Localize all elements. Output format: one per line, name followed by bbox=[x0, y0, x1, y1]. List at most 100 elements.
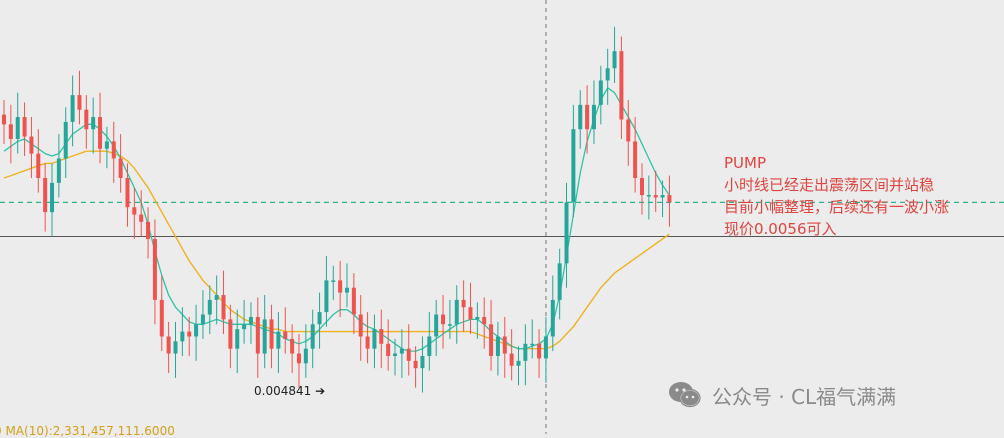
candle-up bbox=[646, 195, 651, 197]
candle-up bbox=[516, 360, 521, 366]
candle-down bbox=[290, 338, 295, 354]
candle-up bbox=[70, 95, 75, 122]
wechat-icon bbox=[669, 382, 701, 408]
candle-down bbox=[43, 177, 48, 213]
candle-down bbox=[365, 336, 370, 349]
candle-down bbox=[633, 141, 638, 178]
candle-down bbox=[187, 331, 192, 337]
candle-up bbox=[242, 324, 247, 330]
candle-up bbox=[214, 295, 219, 300]
candle-down bbox=[98, 117, 103, 149]
candle-down bbox=[159, 299, 164, 337]
candle-up bbox=[276, 331, 281, 349]
candle-up bbox=[543, 336, 548, 359]
candle-down bbox=[441, 314, 446, 325]
candle-up bbox=[331, 280, 336, 282]
candle-up bbox=[180, 331, 185, 342]
candle-up bbox=[248, 316, 253, 325]
annotation-line-2: 小时线已经走出震荡区间并站稳 bbox=[724, 176, 935, 194]
candle-down bbox=[22, 117, 27, 137]
candle-down bbox=[461, 299, 466, 308]
candle-up bbox=[372, 329, 377, 349]
candle-up bbox=[591, 104, 596, 130]
candle-up bbox=[50, 182, 55, 213]
candle-up bbox=[345, 287, 349, 293]
candle-down bbox=[338, 280, 343, 293]
candle-down bbox=[639, 177, 644, 196]
candle-down bbox=[152, 238, 157, 300]
candle-up bbox=[104, 141, 109, 149]
arrow-right-icon: ➔ bbox=[315, 384, 326, 398]
candle-down bbox=[228, 319, 233, 349]
candle-up bbox=[324, 280, 329, 313]
candle-down bbox=[358, 314, 363, 337]
candle-up bbox=[523, 343, 528, 361]
candle-down bbox=[413, 360, 418, 369]
candle-down bbox=[255, 316, 260, 354]
candle-up bbox=[420, 355, 425, 369]
candle-down bbox=[111, 141, 116, 159]
watermark: 公众号 · CL福气满满 bbox=[668, 380, 896, 410]
candle-up bbox=[447, 324, 452, 326]
candle-up bbox=[434, 314, 439, 337]
candle-down bbox=[146, 221, 151, 239]
candle-down bbox=[351, 287, 356, 315]
candle-down bbox=[379, 329, 384, 344]
candle-up bbox=[612, 51, 617, 69]
candle-down bbox=[386, 343, 391, 356]
candle-up bbox=[207, 299, 212, 315]
annotation-symbol: PUMP bbox=[724, 154, 767, 172]
candle-down bbox=[585, 104, 590, 130]
candle-up bbox=[91, 117, 96, 130]
candle-down bbox=[29, 136, 34, 154]
candle-down bbox=[509, 353, 514, 366]
low-price-marker: 0.004841 ➔ bbox=[254, 384, 325, 398]
candle-down bbox=[8, 124, 13, 139]
candle-up bbox=[303, 348, 308, 364]
candle-down bbox=[166, 336, 171, 354]
candle-down bbox=[653, 195, 658, 198]
candle-up bbox=[399, 348, 404, 354]
candle-down bbox=[118, 158, 123, 178]
candle-up bbox=[173, 341, 178, 354]
candle-down bbox=[482, 316, 487, 325]
candle-down bbox=[2, 114, 6, 125]
candle-up bbox=[495, 336, 500, 356]
candle-up bbox=[393, 353, 398, 356]
candle-down bbox=[269, 319, 274, 349]
candle-up bbox=[63, 121, 68, 159]
candle-down bbox=[406, 348, 411, 361]
annotation-line-4: 现价0.0056可入 bbox=[724, 220, 837, 238]
annotation-line-3: 目前小幅整理，后续还有一波小涨 bbox=[724, 198, 950, 216]
candle-down bbox=[221, 295, 226, 320]
candle-down bbox=[626, 119, 631, 142]
ma-indicator-label: 0 MA(10):2,331,457,111.6000 bbox=[0, 424, 175, 438]
candle-up bbox=[200, 314, 205, 325]
low-price-label: 0.004841 bbox=[254, 384, 312, 398]
candle-down bbox=[619, 51, 624, 120]
candle-up bbox=[557, 263, 562, 300]
candle-down bbox=[139, 214, 144, 222]
candle-up bbox=[571, 129, 576, 203]
candle-down bbox=[296, 353, 301, 364]
candle-down bbox=[667, 195, 672, 203]
candle-up bbox=[235, 329, 240, 349]
candle-up bbox=[530, 343, 535, 346]
trade-annotation: PUMP 小时线已经走出震荡区间并站稳 目前小幅整理，后续还有一波小涨 现价0.… bbox=[724, 152, 949, 240]
candle-down bbox=[77, 95, 82, 110]
candle-up bbox=[427, 336, 432, 356]
candle-down bbox=[468, 307, 473, 320]
candle-down bbox=[283, 331, 288, 339]
candle-up bbox=[262, 319, 267, 354]
candle-up bbox=[317, 312, 322, 325]
candle-up bbox=[605, 68, 610, 81]
candle-up bbox=[15, 117, 20, 139]
candle-up bbox=[578, 104, 583, 130]
candle-down bbox=[36, 153, 41, 178]
candle-up bbox=[475, 316, 480, 320]
candle-up bbox=[598, 80, 603, 105]
candle-down bbox=[132, 207, 137, 215]
candle-down bbox=[502, 336, 507, 354]
ma-slow-line bbox=[3, 150, 670, 350]
